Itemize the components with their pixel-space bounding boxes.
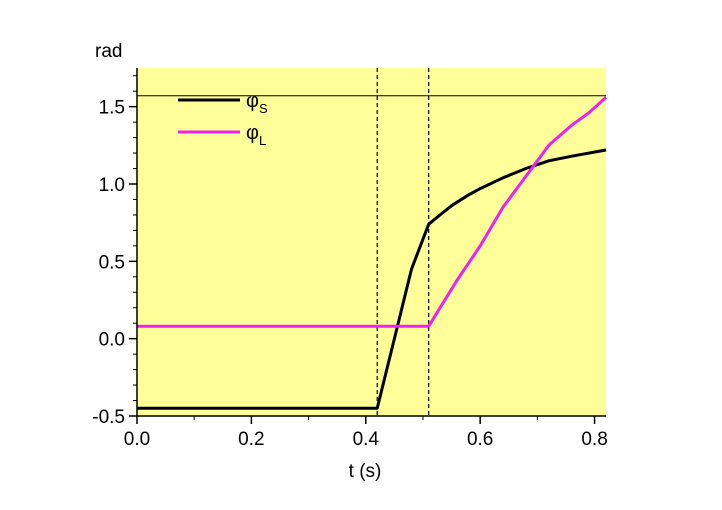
y-tick-label: 1.5	[99, 98, 125, 119]
y-axis-title: rad	[95, 41, 122, 62]
series-line-l	[137, 96, 608, 328]
y-tick-label: 1.0	[99, 175, 125, 196]
x-axis-title: t (s)	[349, 461, 382, 482]
x-tick-label: 0.0	[124, 429, 150, 450]
x-tick-label: 0.4	[353, 429, 380, 450]
legend-label-s: φS	[246, 90, 268, 116]
x-tick-label: 0.6	[467, 429, 493, 450]
plot-background	[137, 68, 606, 416]
legend-label-l: φL	[246, 122, 266, 148]
y-tick-label: -0.5	[92, 407, 125, 428]
y-tick-label: 0.0	[99, 330, 125, 351]
y-tick-label: 0.5	[99, 252, 125, 273]
x-tick-label: 0.2	[238, 429, 264, 450]
x-tick-label: 0.8	[581, 429, 607, 450]
